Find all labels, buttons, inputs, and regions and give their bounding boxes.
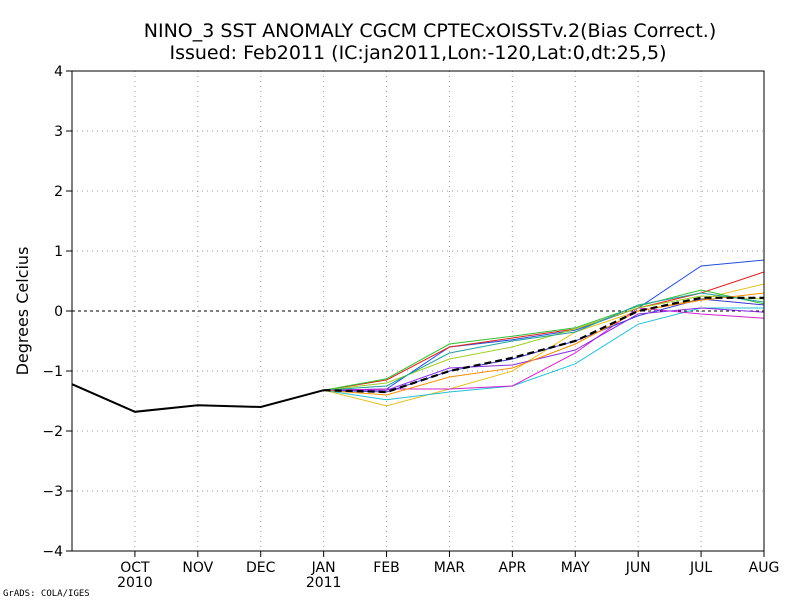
footer-credit: GrADS: COLA/IGES (3, 589, 90, 599)
x-tick-label: MAR (434, 560, 466, 576)
x-tick-label: DEC (246, 560, 276, 576)
series-line-member-5 (323, 307, 764, 401)
series-line-member-8 (323, 295, 765, 391)
series-line-member-1 (323, 259, 765, 391)
y-tick-label: 2 (54, 184, 63, 200)
series-layer (71, 259, 765, 413)
x-year-label: 2011 (306, 575, 342, 591)
y-tick-label: −4 (42, 544, 63, 560)
y-tick-label: −1 (42, 364, 63, 380)
chart-subtitle: Issued: Feb2011 (IC:jan2011,Lon:-120,Lat… (169, 42, 666, 64)
chart-title: NINO_3 SST ANOMALY CGCM CPTECxOISSTv.2(B… (144, 20, 716, 42)
y-tick-label: −3 (42, 484, 63, 500)
y-tick-label: −2 (42, 424, 63, 440)
x-tick-label: JUN (625, 560, 651, 576)
x-tick-label: OCT (120, 560, 150, 576)
x-tick-label: FEB (373, 560, 400, 576)
plot-frame (71, 70, 765, 552)
y-tick-label: 1 (54, 244, 63, 260)
x-tick-label: JUL (689, 560, 712, 576)
observed-line (71, 383, 324, 413)
x-tick-label: APR (498, 560, 526, 576)
series-line-member-2 (323, 271, 765, 391)
x-tick-label: JAN (311, 560, 336, 576)
ensemble-mean-line (323, 296, 764, 394)
series-line-member-3 (323, 283, 765, 407)
x-tick-label: NOV (182, 560, 213, 576)
series-line-member-11 (323, 292, 765, 396)
x-year-label: 2010 (117, 575, 153, 591)
x-tick-label: AUG (749, 560, 780, 576)
series-line-member-10 (323, 307, 765, 391)
series-line-member-4 (323, 289, 765, 391)
y-tick-label: 3 (54, 124, 63, 140)
y-axis-label: Degrees Celcius (13, 247, 32, 376)
x-tick-label: MAY (561, 560, 591, 576)
grid-layer (72, 71, 764, 551)
y-tick-label: 4 (54, 64, 63, 80)
series-line-member-9 (323, 292, 765, 391)
y-tick-label: 0 (54, 304, 63, 320)
